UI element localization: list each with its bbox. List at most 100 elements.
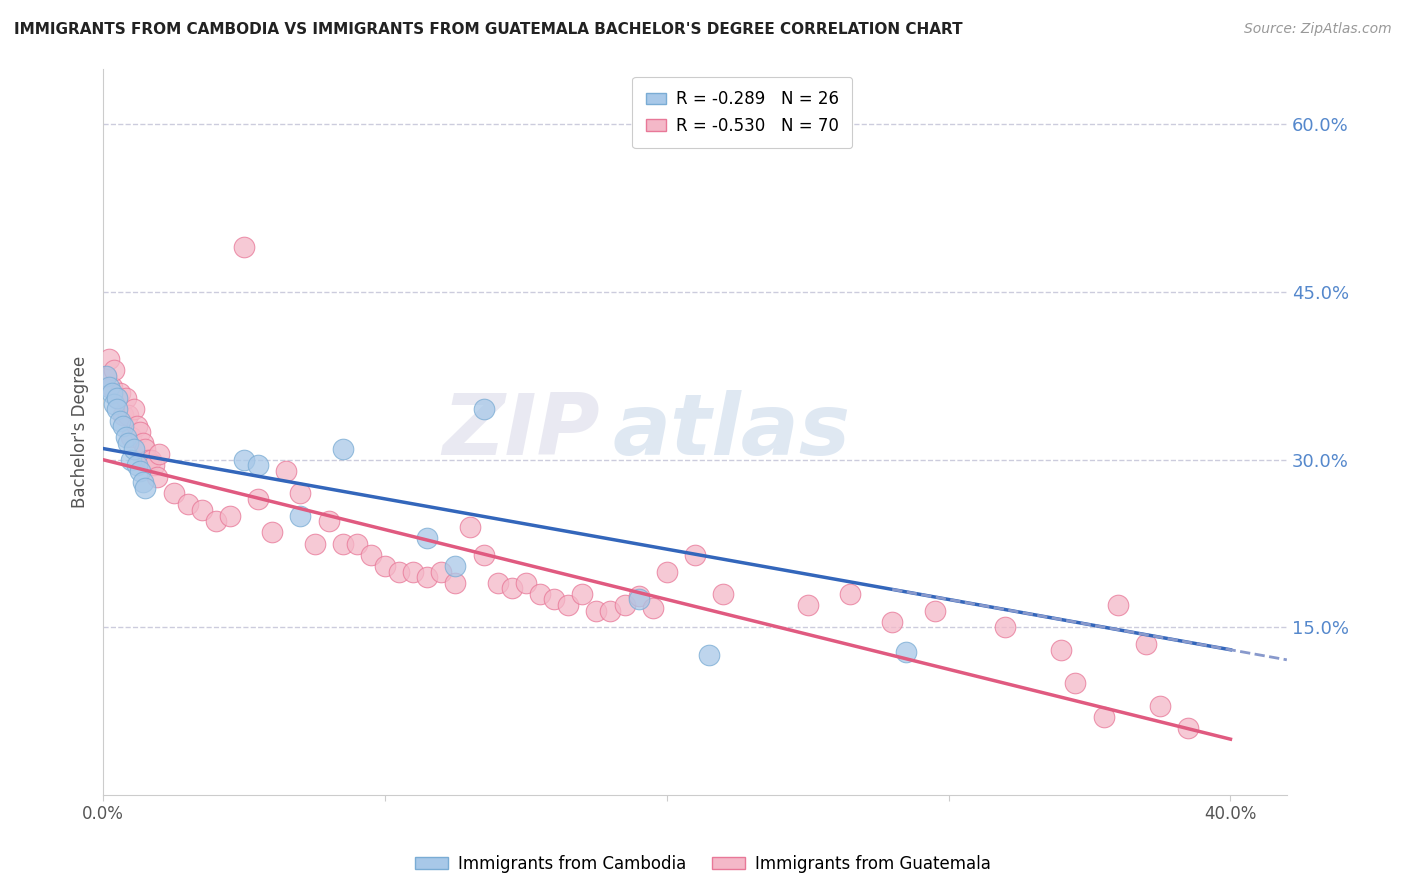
Point: [247, 491, 270, 506]
Point: [346, 536, 368, 550]
Point: [105, 391, 128, 405]
Point: [122, 402, 145, 417]
Point: [128, 425, 150, 439]
Point: [613, 598, 636, 612]
Point: [134, 481, 156, 495]
Point: [117, 408, 139, 422]
Point: [1149, 698, 1171, 713]
Point: [896, 645, 918, 659]
Point: [128, 464, 150, 478]
Point: [683, 548, 706, 562]
Point: [515, 575, 537, 590]
Legend: Immigrants from Cambodia, Immigrants from Guatemala: Immigrants from Cambodia, Immigrants fro…: [408, 848, 998, 880]
Legend: R = -0.289   N = 26, R = -0.530   N = 70: R = -0.289 N = 26, R = -0.530 N = 70: [633, 77, 852, 148]
Point: [486, 575, 509, 590]
Point: [131, 436, 153, 450]
Point: [585, 604, 607, 618]
Point: [233, 452, 256, 467]
Point: [360, 548, 382, 562]
Point: [697, 648, 720, 663]
Point: [641, 601, 664, 615]
Point: [472, 548, 495, 562]
Point: [627, 592, 650, 607]
Point: [148, 447, 170, 461]
Point: [108, 414, 131, 428]
Point: [103, 363, 125, 377]
Point: [374, 558, 396, 573]
Point: [430, 565, 453, 579]
Point: [599, 604, 621, 618]
Point: [114, 430, 136, 444]
Point: [117, 436, 139, 450]
Point: [94, 368, 117, 383]
Point: [304, 536, 326, 550]
Point: [136, 452, 159, 467]
Point: [1050, 642, 1073, 657]
Point: [276, 464, 298, 478]
Point: [103, 397, 125, 411]
Point: [444, 575, 467, 590]
Text: IMMIGRANTS FROM CAMBODIA VS IMMIGRANTS FROM GUATEMALA BACHELOR'S DEGREE CORRELAT: IMMIGRANTS FROM CAMBODIA VS IMMIGRANTS F…: [14, 22, 963, 37]
Point: [97, 380, 120, 394]
Point: [402, 565, 425, 579]
Point: [162, 486, 184, 500]
Point: [529, 587, 551, 601]
Point: [472, 402, 495, 417]
Point: [627, 589, 650, 603]
Point: [142, 458, 165, 473]
Point: [105, 402, 128, 417]
Point: [1177, 721, 1199, 735]
Point: [134, 442, 156, 456]
Point: [557, 598, 579, 612]
Point: [458, 520, 481, 534]
Point: [125, 419, 148, 434]
Point: [233, 240, 256, 254]
Point: [176, 498, 198, 512]
Point: [111, 408, 134, 422]
Point: [262, 525, 284, 540]
Point: [100, 385, 122, 400]
Point: [416, 531, 439, 545]
Point: [114, 391, 136, 405]
Point: [290, 486, 312, 500]
Point: [108, 385, 131, 400]
Point: [416, 570, 439, 584]
Point: [994, 620, 1017, 634]
Point: [97, 352, 120, 367]
Point: [94, 368, 117, 383]
Point: [1092, 710, 1115, 724]
Point: [131, 475, 153, 489]
Point: [796, 598, 818, 612]
Point: [1135, 637, 1157, 651]
Point: [318, 514, 340, 528]
Text: ZIP: ZIP: [443, 391, 600, 474]
Point: [543, 592, 565, 607]
Point: [219, 508, 242, 523]
Point: [924, 604, 946, 618]
Point: [105, 391, 128, 405]
Text: Source: ZipAtlas.com: Source: ZipAtlas.com: [1244, 22, 1392, 37]
Point: [122, 442, 145, 456]
Point: [501, 582, 523, 596]
Point: [882, 615, 904, 629]
Point: [247, 458, 270, 473]
Point: [120, 452, 142, 467]
Point: [205, 514, 228, 528]
Point: [332, 536, 354, 550]
Point: [655, 565, 678, 579]
Point: [444, 558, 467, 573]
Point: [120, 430, 142, 444]
Y-axis label: Bachelor's Degree: Bachelor's Degree: [72, 356, 89, 508]
Point: [1064, 676, 1087, 690]
Point: [332, 442, 354, 456]
Point: [111, 419, 134, 434]
Point: [125, 458, 148, 473]
Point: [145, 469, 167, 483]
Point: [290, 508, 312, 523]
Point: [139, 452, 162, 467]
Point: [839, 587, 862, 601]
Point: [388, 565, 411, 579]
Point: [1107, 598, 1129, 612]
Text: atlas: atlas: [612, 391, 851, 474]
Point: [191, 503, 214, 517]
